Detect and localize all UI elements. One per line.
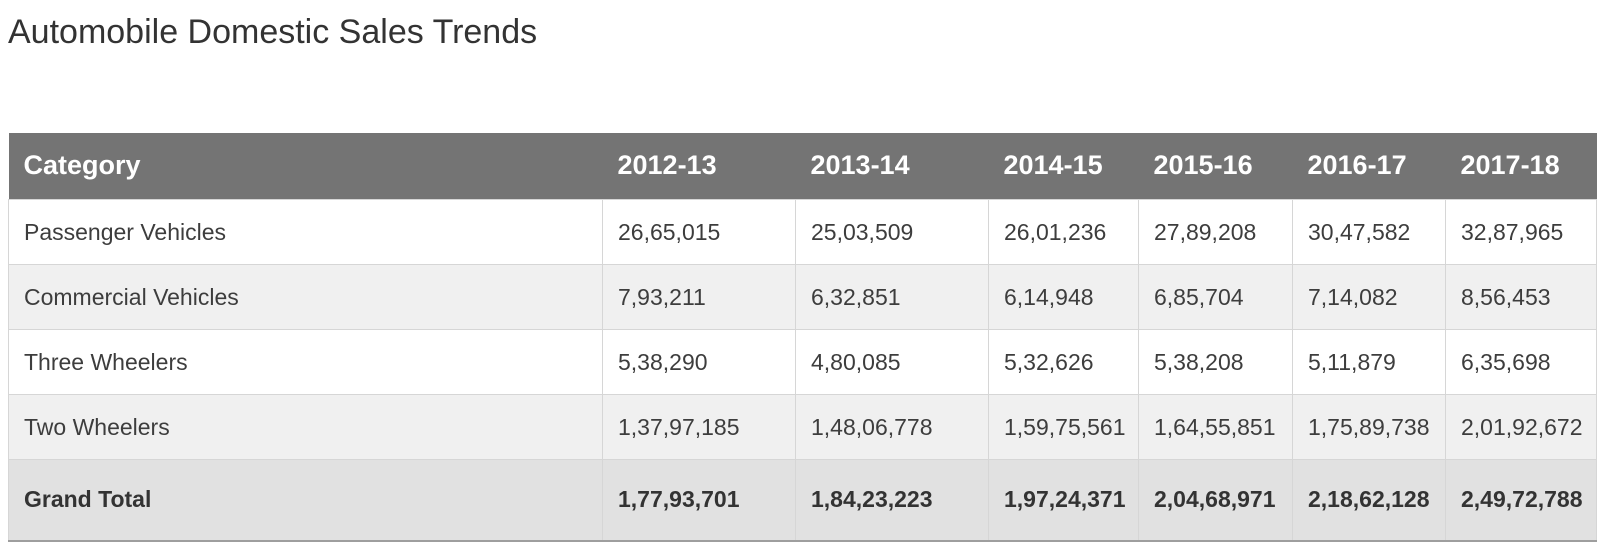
value-cell: 30,47,582 — [1292, 199, 1446, 265]
value-cell: 1,84,23,223 — [795, 459, 989, 542]
row-label-cell: Passenger Vehicles — [8, 199, 603, 265]
value-cell: 25,03,509 — [795, 199, 989, 265]
value-cell: 5,11,879 — [1292, 329, 1446, 395]
table-row-two-wheelers: Two Wheelers 1,37,97,185 1,48,06,778 1,5… — [8, 394, 1597, 460]
value-cell: 2,01,92,672 — [1445, 394, 1597, 460]
table-row-passenger-vehicles: Passenger Vehicles 26,65,015 25,03,509 2… — [8, 199, 1597, 265]
value-cell: 5,32,626 — [988, 329, 1139, 395]
table-row-grand-total: Grand Total 1,77,93,701 1,84,23,223 1,97… — [8, 459, 1597, 542]
value-cell: 1,75,89,738 — [1292, 394, 1446, 460]
col-header-2017-18: 2017-18 — [1445, 132, 1597, 200]
row-label-cell: Two Wheelers — [8, 394, 603, 460]
value-cell: 1,48,06,778 — [795, 394, 989, 460]
col-header-2014-15: 2014-15 — [988, 132, 1139, 200]
value-cell: 26,65,015 — [602, 199, 796, 265]
value-cell: 6,32,851 — [795, 264, 989, 330]
col-header-2012-13: 2012-13 — [602, 132, 796, 200]
value-cell: 7,93,211 — [602, 264, 796, 330]
table-row-commercial-vehicles: Commercial Vehicles 7,93,211 6,32,851 6,… — [8, 264, 1597, 330]
value-cell: 27,89,208 — [1138, 199, 1293, 265]
value-cell: 2,04,68,971 — [1138, 459, 1293, 542]
sales-trends-table: Category 2012-13 2013-14 2014-15 2015-16… — [8, 132, 1597, 542]
value-cell: 6,85,704 — [1138, 264, 1293, 330]
row-label-cell: Three Wheelers — [8, 329, 603, 395]
value-cell: 1,97,24,371 — [988, 459, 1139, 542]
table-header-row: Category 2012-13 2013-14 2014-15 2015-16… — [8, 132, 1597, 200]
col-header-2015-16: 2015-16 — [1138, 132, 1293, 200]
value-cell: 1,64,55,851 — [1138, 394, 1293, 460]
col-header-2013-14: 2013-14 — [795, 132, 989, 200]
value-cell: 26,01,236 — [988, 199, 1139, 265]
value-cell: 1,59,75,561 — [988, 394, 1139, 460]
value-cell: 5,38,208 — [1138, 329, 1293, 395]
col-header-2016-17: 2016-17 — [1292, 132, 1446, 200]
col-header-category: Category — [8, 132, 603, 200]
row-label-cell: Commercial Vehicles — [8, 264, 603, 330]
value-cell: 32,87,965 — [1445, 199, 1597, 265]
value-cell: 1,77,93,701 — [602, 459, 796, 542]
value-cell: 8,56,453 — [1445, 264, 1597, 330]
value-cell: 6,14,948 — [988, 264, 1139, 330]
value-cell: 4,80,085 — [795, 329, 989, 395]
value-cell: 7,14,082 — [1292, 264, 1446, 330]
value-cell: 5,38,290 — [602, 329, 796, 395]
row-label-cell: Grand Total — [8, 459, 603, 542]
table-row-three-wheelers: Three Wheelers 5,38,290 4,80,085 5,32,62… — [8, 329, 1597, 395]
value-cell: 1,37,97,185 — [602, 394, 796, 460]
value-cell: 6,35,698 — [1445, 329, 1597, 395]
value-cell: 2,49,72,788 — [1445, 459, 1597, 542]
value-cell: 2,18,62,128 — [1292, 459, 1446, 542]
page-title: Automobile Domestic Sales Trends — [8, 13, 538, 51]
